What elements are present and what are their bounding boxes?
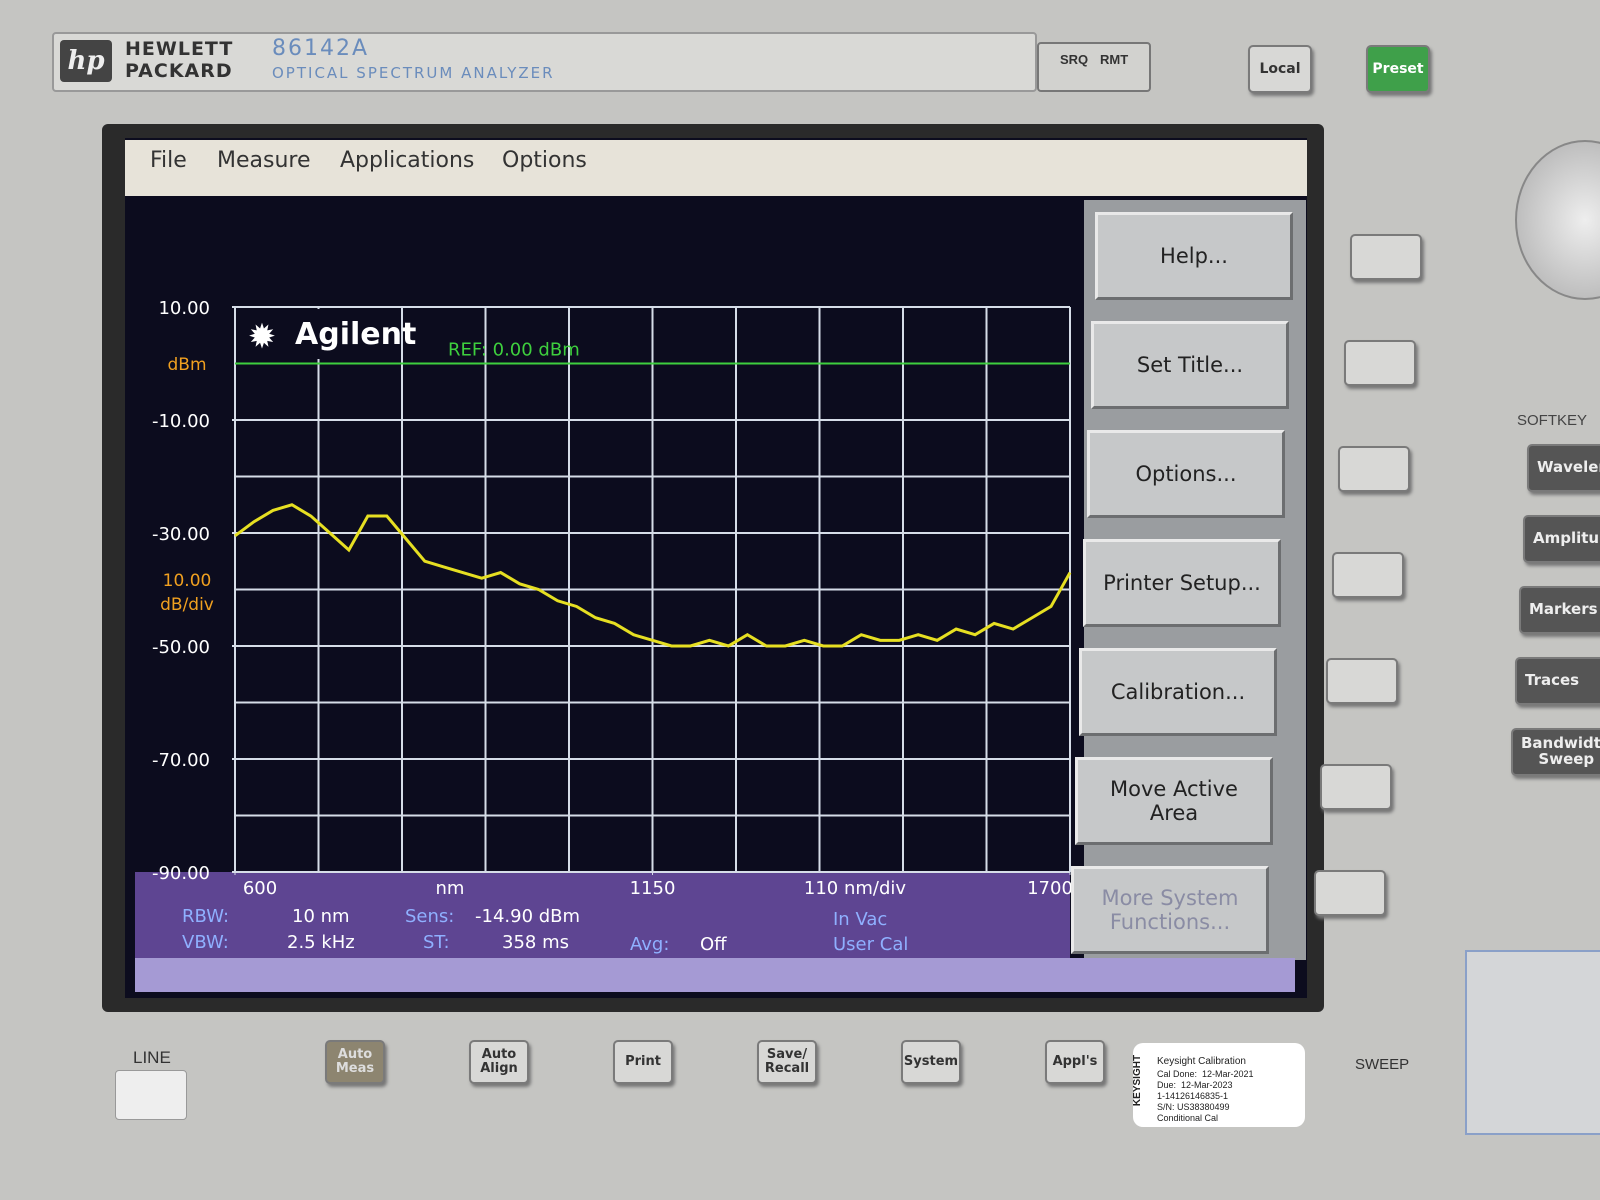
front-key[interactable]: Save/ Recall: [757, 1040, 817, 1084]
sticker-line: Due: 12-Mar-2023: [1157, 1080, 1233, 1090]
y-div-unit: dB/div: [160, 595, 214, 615]
subtitle: OPTICAL SPECTRUM ANALYZER: [272, 64, 555, 82]
status-rbw-label: RBW:: [182, 906, 229, 927]
y-tick-label: -10.00: [152, 411, 210, 432]
menu-item[interactable]: Options: [502, 148, 587, 173]
x-tick-label: 600: [243, 878, 277, 899]
sticker-line: 1-14126146835-1: [1157, 1091, 1229, 1101]
front-key[interactable]: Appl's: [1045, 1040, 1105, 1084]
logo: Agilent: [295, 317, 416, 352]
blank-panel: [1465, 950, 1600, 1135]
front-key[interactable]: Print: [613, 1040, 673, 1084]
softkey[interactable]: Printer Setup...: [1083, 539, 1281, 627]
x-tick-label: 1700: [1027, 878, 1073, 899]
sticker-line: Conditional Cal: [1157, 1113, 1219, 1123]
brand: PACKARD: [125, 60, 233, 82]
hard-softkey[interactable]: [1320, 764, 1392, 810]
hard-softkey[interactable]: [1332, 552, 1404, 598]
status-cal: User Cal: [833, 934, 908, 955]
status-vbw: 2.5 kHz: [287, 932, 355, 953]
x-unit: nm: [436, 878, 465, 899]
hard-softkey[interactable]: [1344, 340, 1416, 386]
status-rbw: 10 nm: [292, 906, 350, 927]
side-key[interactable]: Waveler: [1527, 444, 1600, 492]
status-medium: In Vac: [833, 909, 887, 930]
side-key[interactable]: Bandwidth Sweep: [1511, 728, 1600, 776]
front-key[interactable]: Auto Align: [469, 1040, 529, 1084]
y-div: 10.00: [163, 571, 212, 591]
status-st: 358 ms: [502, 932, 569, 953]
x-tick-label: 1150: [630, 878, 676, 899]
line-label: LINE: [133, 1048, 171, 1067]
softkey[interactable]: Set Title...: [1091, 321, 1289, 409]
front-key[interactable]: System: [901, 1040, 961, 1084]
softkey[interactable]: Help...: [1095, 212, 1293, 300]
y-unit: dBm: [167, 355, 206, 375]
hp-logo: hp: [60, 40, 112, 82]
menu-item[interactable]: File: [150, 148, 187, 173]
sticker-title: Keysight Calibration: [1157, 1056, 1246, 1067]
info-strip: [135, 872, 1070, 962]
sticker-line: S/N: US38380499: [1157, 1102, 1230, 1112]
status-sens-label: Sens:: [405, 906, 454, 927]
brand: HEWLETT: [125, 38, 234, 60]
side-key[interactable]: Amplitu: [1523, 515, 1600, 563]
hard-softkey[interactable]: [1326, 658, 1398, 704]
front-key[interactable]: Auto Meas: [325, 1040, 385, 1084]
status-vbw-label: VBW:: [182, 932, 229, 953]
y-tick-label: -70.00: [152, 750, 210, 771]
side-title: SOFTKEY: [1517, 412, 1588, 429]
menu-item[interactable]: Applications: [340, 148, 475, 173]
sticker-line: Cal Done: 12-Mar-2021: [1157, 1069, 1254, 1079]
status-box: [1037, 42, 1151, 92]
srq: SRQ: [1060, 52, 1089, 67]
preset-key[interactable]: Preset: [1366, 45, 1430, 93]
sweep-label: SWEEP: [1355, 1056, 1410, 1073]
status-st-label: ST:: [423, 932, 450, 953]
y-tick-label: -50.00: [152, 637, 210, 658]
ref-label: REF: 0.00 dBm: [448, 340, 580, 361]
menu-bar: [125, 140, 1307, 196]
softkey[interactable]: Move Active Area: [1075, 757, 1273, 845]
trace: [234, 503, 1072, 648]
side-key[interactable]: Markers: [1519, 586, 1600, 634]
y-tick-label: -90.00: [152, 863, 210, 884]
softkey[interactable]: Calibration...: [1079, 648, 1277, 736]
side-key[interactable]: Traces: [1515, 657, 1600, 705]
y-tick-label: -30.00: [152, 524, 210, 545]
header-strip: [52, 32, 1037, 92]
sticker-brand: KEYSIGHT: [1132, 1054, 1144, 1107]
hard-softkey[interactable]: [1314, 870, 1386, 916]
rmt: RMT: [1100, 52, 1129, 67]
model: 86142A: [272, 36, 370, 61]
status-bar: [135, 958, 1295, 992]
sticker: [1133, 1043, 1305, 1127]
status-avg-label: Avg:: [630, 934, 669, 955]
logo-box: [237, 309, 397, 359]
local-key[interactable]: Local: [1248, 45, 1312, 93]
hard-softkey[interactable]: [1338, 446, 1410, 492]
x-div: 110 nm/div: [804, 878, 907, 899]
menu-item[interactable]: Measure: [217, 148, 311, 173]
logo-star: ✹: [248, 317, 277, 357]
hard-softkey[interactable]: [1350, 234, 1422, 280]
softkey[interactable]: Options...: [1087, 430, 1285, 518]
power-switch[interactable]: [115, 1070, 187, 1120]
y-tick-label: 10.00: [158, 298, 210, 319]
status-avg: Off: [700, 934, 727, 955]
status-sens: -14.90 dBm: [475, 906, 580, 927]
softkey[interactable]: More System Functions...: [1071, 866, 1269, 954]
